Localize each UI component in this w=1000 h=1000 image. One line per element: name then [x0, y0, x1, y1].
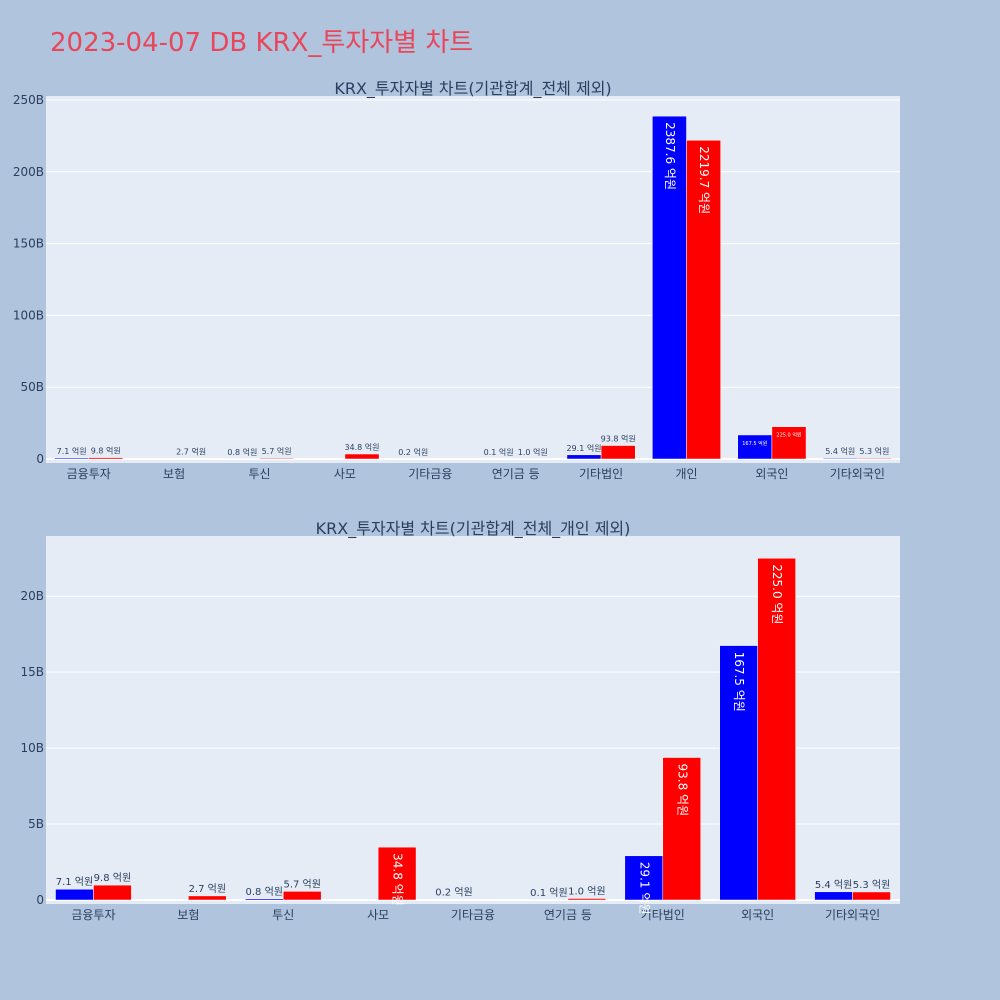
bar [624, 855, 664, 901]
y-tick-label: 0 [36, 452, 44, 466]
x-tick-label: 사모 [367, 908, 389, 922]
x-tick-label: 금융투자 [71, 908, 115, 922]
data-label: 5.7 억원 [283, 878, 320, 890]
data-label: 1.0 억원 [568, 885, 605, 897]
x-tick-label: 연기금 등 [544, 908, 592, 922]
data-label: 5.3 억원 [859, 446, 889, 456]
data-label: 34.8 억원 [344, 442, 379, 452]
data-label: 7.1 억원 [57, 446, 87, 456]
bar [377, 846, 417, 901]
data-label: 9.8 억원 [94, 872, 131, 884]
data-label: 29.1 억원 [637, 862, 651, 915]
y-tick-label: 150B [13, 237, 44, 251]
bar [857, 457, 892, 460]
data-label: 34.8 억원 [391, 853, 405, 906]
data-label: 5.3 억원 [853, 879, 890, 891]
bar [88, 457, 124, 460]
x-tick-label: 금융투자 [67, 467, 111, 481]
bar [344, 453, 380, 460]
bar [662, 757, 701, 901]
chart-title: KRX_투자자별 차트(기관합계_전체_개인 제외) [316, 519, 631, 539]
data-label: 0.8 억원 [246, 886, 283, 898]
data-label: 167.5 억원 [732, 652, 746, 712]
bar [567, 898, 607, 901]
chart-title: KRX_투자자별 차트(기관합계_전체 제외) [334, 79, 611, 99]
x-tick-label: 기타법인 [579, 467, 623, 481]
x-tick-label: 개인 [675, 467, 697, 481]
data-label: 0.1 억원 [484, 447, 514, 457]
x-tick-label: 투신 [272, 908, 294, 922]
y-tick-label: 200B [13, 165, 44, 179]
bar [93, 884, 132, 901]
bar [566, 454, 602, 460]
data-label: 5.4 억원 [825, 446, 855, 456]
bar [54, 457, 89, 460]
bar [814, 891, 853, 901]
data-label: 0.8 억원 [227, 447, 257, 457]
page-title: 2023-04-07 DB KRX_투자자별 차트 [50, 28, 474, 58]
bar [686, 140, 721, 460]
bar [771, 426, 807, 460]
x-tick-label: 외국인 [741, 908, 774, 922]
plot-area [46, 96, 900, 463]
data-label: 9.8 억원 [91, 446, 121, 456]
y-tick-label: 0 [36, 893, 44, 907]
bar [737, 434, 773, 460]
data-label: 93.8 억원 [675, 764, 689, 817]
data-label: 5.4 억원 [815, 879, 852, 891]
chart-1: 0 50B 100B 150B 200B 250B KRX_투자자별 차트(기관합계_전체 … [13, 79, 900, 481]
y-tick-label: 250B [13, 93, 44, 107]
data-label: 0.2 억원 [435, 887, 472, 899]
data-label: 5.7 억원 [262, 446, 292, 456]
y-tick-label: 15B [20, 665, 44, 679]
x-tick-label: 투신 [248, 467, 270, 481]
bar [600, 445, 636, 460]
bar [282, 891, 322, 901]
data-label: 225.0 억원 [770, 564, 784, 624]
y-tick-label: 100B [13, 308, 44, 322]
y-tick-label: 50B [20, 380, 44, 394]
data-label: 93.8 억원 [601, 434, 636, 444]
data-label: 0.2 억원 [398, 447, 428, 457]
y-tick-label: 10B [20, 741, 44, 755]
data-label: 7.1 억원 [56, 876, 93, 888]
x-tick-label: 사모 [334, 467, 356, 481]
data-label: 2219.7 억원 [697, 146, 711, 214]
bar [757, 557, 796, 901]
data-label: 2.7 억원 [176, 447, 206, 457]
data-label: 2.7 억원 [189, 883, 226, 895]
chart-2: 0 5B 10B 15B 20B KRX_투자자별 차트(기관합계_전체_개인 제외) 금융… [20, 519, 900, 922]
x-tick-label: 기타금융 [408, 467, 452, 481]
bar [822, 457, 858, 460]
x-tick-label: 기타법인 [641, 908, 685, 922]
x-tick-label: 보험 [177, 908, 199, 922]
y-tick-label: 20B [20, 589, 44, 603]
x-tick-label: 기타외국인 [830, 467, 885, 481]
bar [259, 457, 294, 460]
bar [245, 898, 284, 901]
bar [852, 891, 891, 901]
x-tick-label: 외국인 [755, 467, 788, 481]
data-label: 2387.6 억원 [663, 122, 677, 190]
x-tick-label: 기타금융 [451, 908, 495, 922]
x-tick-label: 연기금 등 [492, 467, 540, 481]
bar [55, 888, 94, 901]
y-tick-label: 5B [28, 817, 44, 831]
x-tick-label: 기타외국인 [825, 908, 880, 922]
data-label: 29.1 억원 [566, 443, 601, 453]
bar [719, 645, 758, 901]
data-label: 0.1 억원 [530, 887, 567, 899]
x-tick-label: 보험 [163, 467, 185, 481]
data-label: 1.0 억원 [518, 447, 548, 457]
bar [188, 895, 227, 901]
data-label: 167.5 억원 [742, 440, 768, 447]
data-label: 225.0 억원 [776, 432, 802, 439]
